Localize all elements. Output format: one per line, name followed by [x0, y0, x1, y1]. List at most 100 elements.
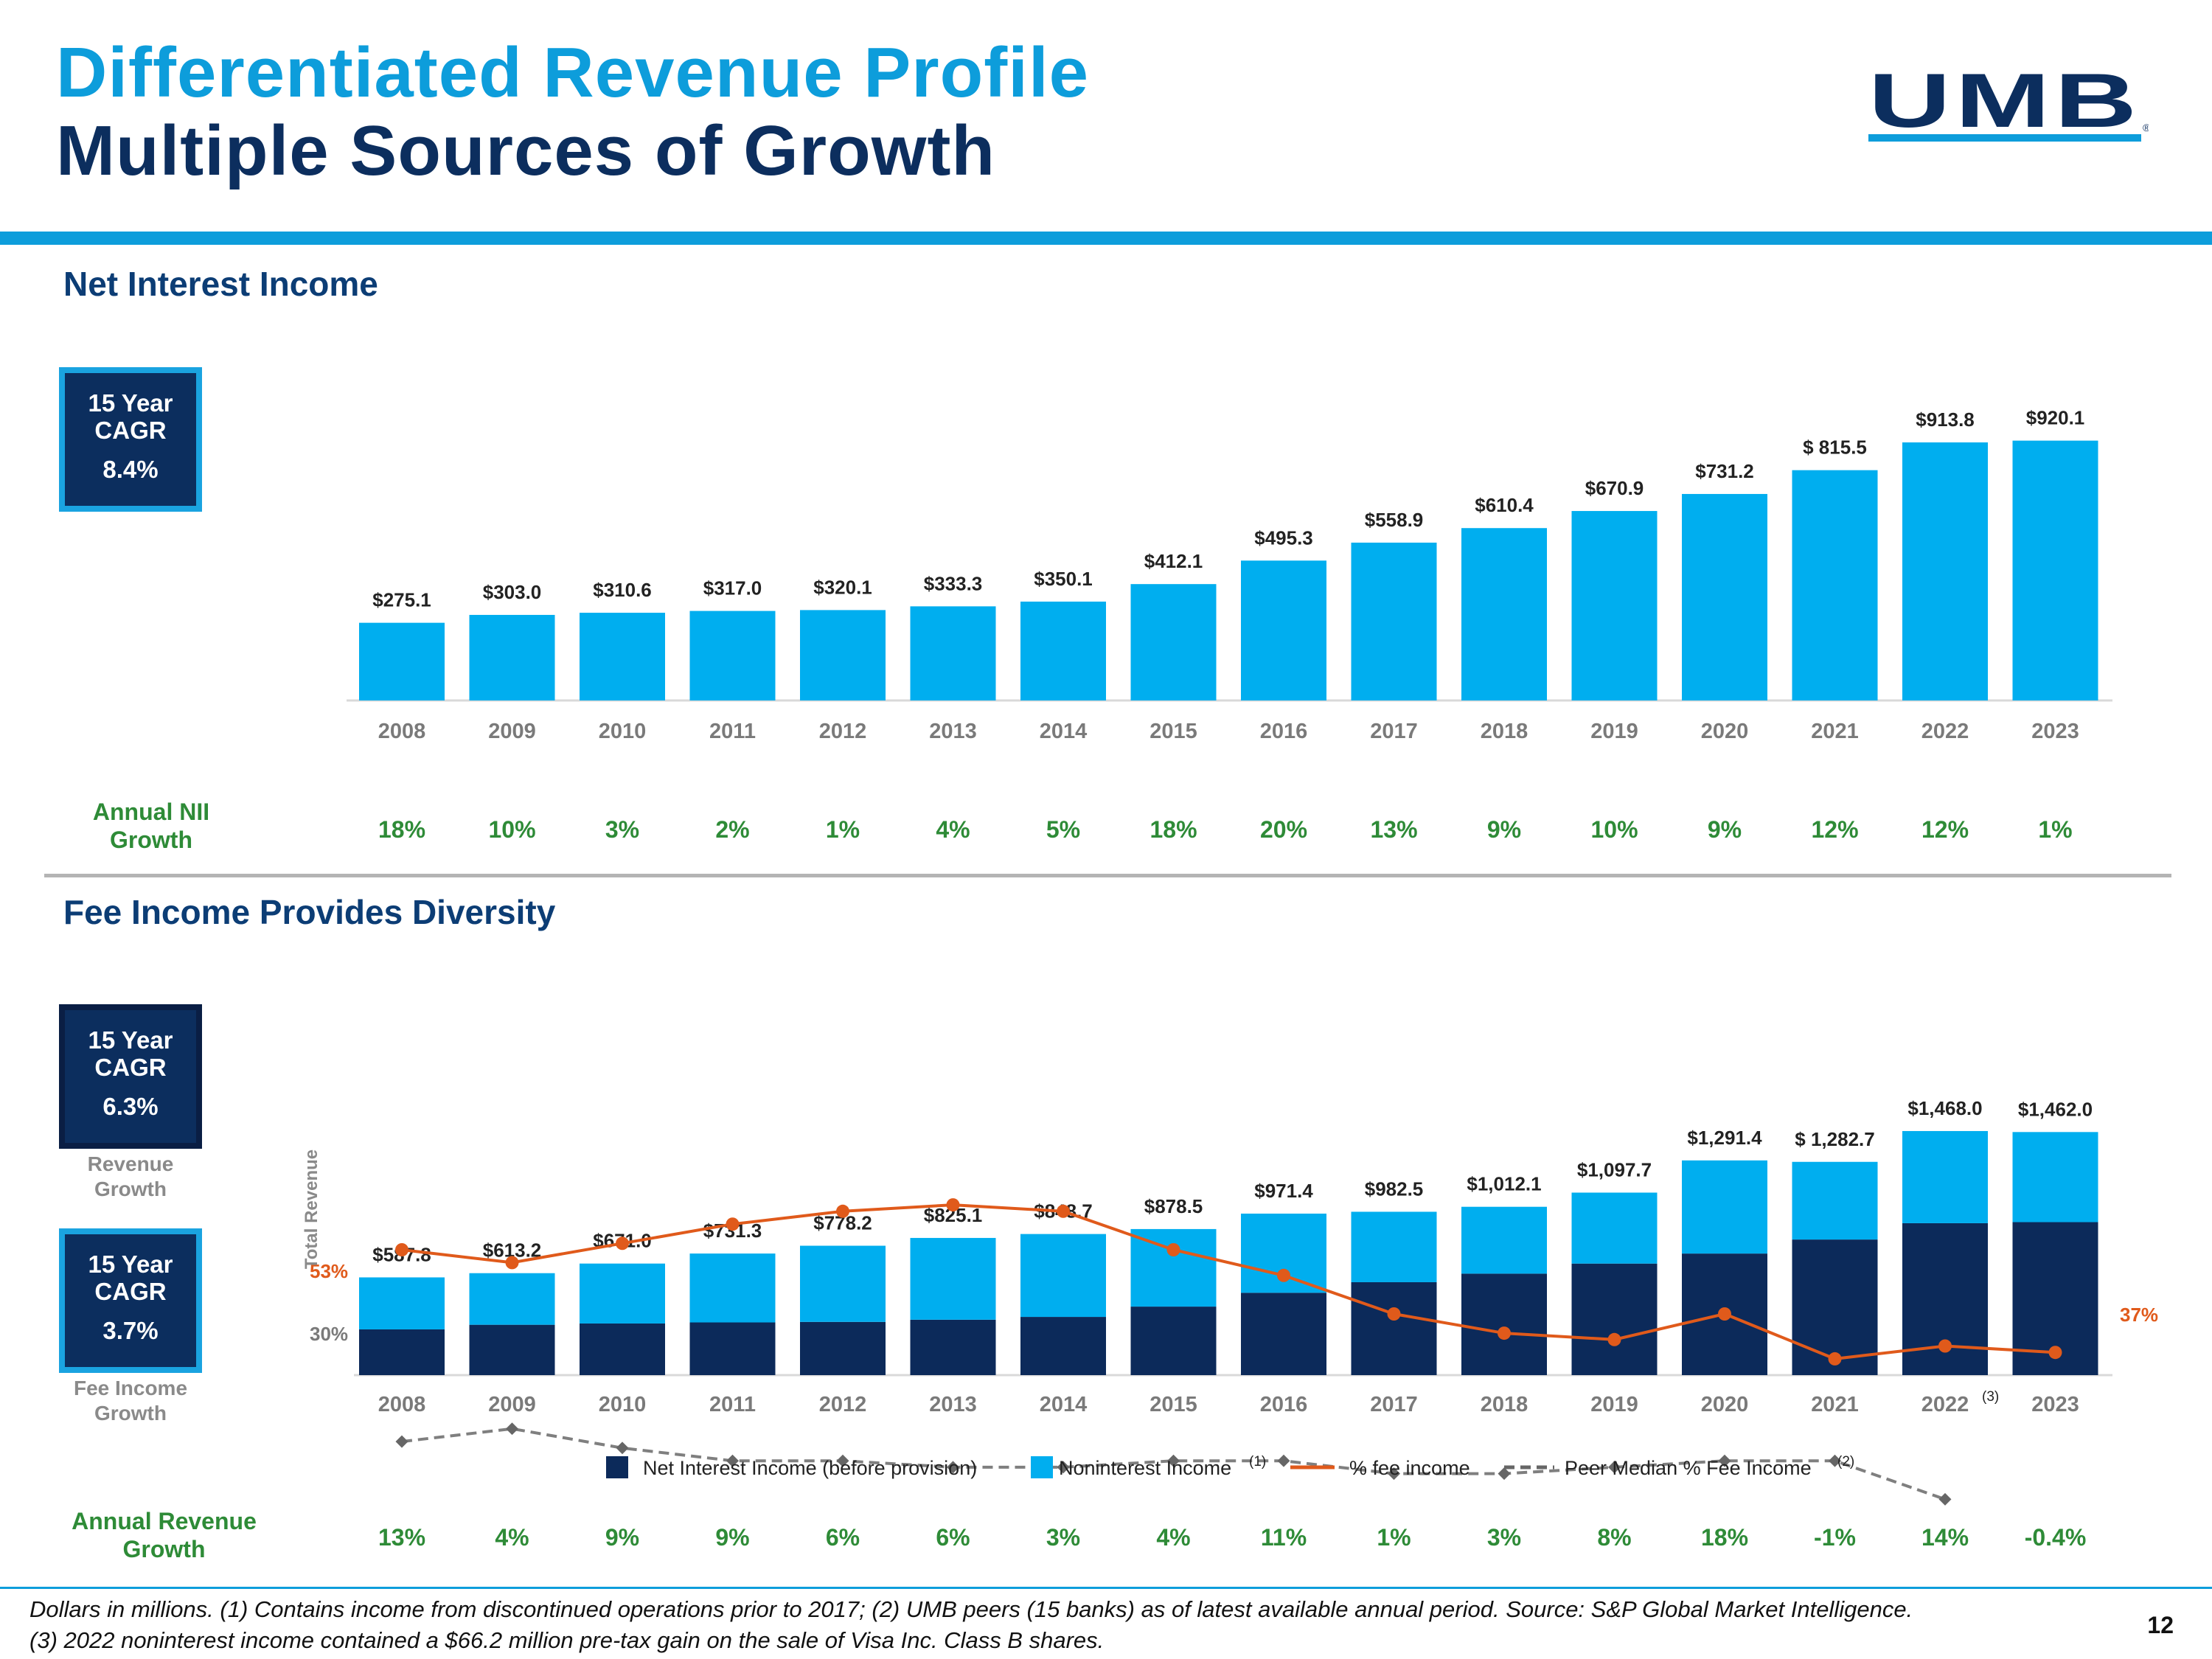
- nii-cagr-line2: CAGR: [94, 417, 167, 444]
- nii-growth-value: 9%: [1487, 816, 1521, 843]
- fee-growth-value: 4%: [1156, 1524, 1190, 1551]
- fee-year-label: 2008: [378, 1393, 426, 1416]
- nii-growth-value: 13%: [1370, 816, 1417, 843]
- nii-growth-value: 1%: [826, 816, 860, 843]
- nii-value-label: $317.0: [703, 577, 762, 599]
- nii-growth-value: 1%: [2038, 816, 2072, 843]
- nii-growth-value: 9%: [1708, 816, 1742, 843]
- fee-growth-value: 1%: [1377, 1524, 1411, 1551]
- fee-year-label: 2022: [1921, 1393, 1969, 1416]
- fee-nii-bar: [1571, 1263, 1658, 1375]
- fee-income-pct-point: [1718, 1307, 1731, 1321]
- nii-bar: [800, 610, 886, 700]
- fee-growth-value: 9%: [715, 1524, 749, 1551]
- nii-value-label: $920.1: [2026, 407, 2085, 429]
- nii-value-label: $913.8: [1916, 408, 1975, 431]
- fee-nii-bar: [910, 1319, 996, 1375]
- nii-bar: [1682, 493, 1767, 700]
- fee-growth-value: 11%: [1261, 1524, 1307, 1551]
- umb-logo: UMB ®: [1868, 68, 2149, 142]
- fee-noninterest-bar: [1351, 1211, 1437, 1282]
- nii-cagr-box: 15 Year CAGR 8.4%: [59, 367, 202, 512]
- fee-total-label: $1,012.1: [1467, 1173, 1541, 1195]
- nii-year-label: 2011: [709, 720, 756, 743]
- nii-growth-value: 2%: [715, 816, 749, 843]
- peer-median-pct-point: [1167, 1454, 1180, 1467]
- legend-noninterest-superscript: (1): [1249, 1454, 1266, 1470]
- fee-income-pct-point: [505, 1256, 519, 1270]
- fee-income-pct-point: [726, 1217, 740, 1231]
- fee-noninterest-bar: [2012, 1132, 2098, 1222]
- fee-noninterest-bar: [689, 1253, 776, 1323]
- nii-bar: [1792, 470, 1878, 700]
- logo-underline: [1868, 134, 2141, 142]
- nii-growth-value: 12%: [1811, 816, 1858, 843]
- fee-income-pct-point: [1498, 1326, 1511, 1340]
- nii-value-label: $350.1: [1034, 568, 1093, 590]
- nii-cagr-value: 8.4%: [102, 456, 159, 483]
- fee-growth-value: 8%: [1597, 1524, 1631, 1551]
- fee-nii-bar: [1241, 1293, 1326, 1375]
- nii-bar: [1902, 442, 1988, 700]
- fee-year-label: 2012: [819, 1393, 867, 1416]
- fee-total-label: $1,462.0: [2018, 1098, 2093, 1120]
- fee-noninterest-bar: [910, 1237, 996, 1320]
- fee-year-label: 2013: [929, 1393, 977, 1416]
- fee-income-pct-point: [395, 1243, 408, 1256]
- revenue-cagr-value: 6.3%: [102, 1093, 159, 1120]
- nii-value-label: $412.1: [1144, 550, 1203, 572]
- fee-growth-value: 18%: [1701, 1524, 1748, 1551]
- fee-growth-caption: Fee Income Growth: [44, 1376, 217, 1426]
- nii-year-label: 2019: [1590, 720, 1638, 743]
- fee-income-pct-point: [1387, 1307, 1401, 1321]
- fee-year-label: 2021: [1811, 1393, 1859, 1416]
- fee-nii-bar: [1351, 1281, 1437, 1375]
- revenue-growth-caption: Revenue Growth: [59, 1152, 202, 1202]
- fee-total-label: $ 1,282.7: [1795, 1128, 1874, 1150]
- nii-bar: [469, 614, 555, 700]
- fee-pct-start-label: 53%: [310, 1260, 348, 1282]
- fee-income-pct-point: [946, 1198, 960, 1212]
- fee-year-label: 2020: [1701, 1393, 1749, 1416]
- fee-year-label: 2015: [1150, 1393, 1197, 1416]
- nii-year-label: 2008: [378, 720, 426, 743]
- fee-year-label: 2018: [1481, 1393, 1528, 1416]
- fee-noninterest-bar: [1020, 1234, 1106, 1318]
- fee-noninterest-bar: [1902, 1130, 1988, 1223]
- peer-median-pct-point: [1388, 1467, 1400, 1481]
- nii-growth-value: 20%: [1260, 816, 1307, 843]
- nii-year-label: 2022: [1921, 720, 1969, 743]
- nii-bar: [359, 622, 445, 700]
- fee-chart-legend: Net Interest Income (before provision) No…: [606, 1454, 1854, 1479]
- nii-bar: [1241, 560, 1326, 700]
- fee-income-pct-point: [1607, 1332, 1621, 1346]
- peer-median-pct-point: [836, 1454, 849, 1467]
- fee-year-label: 2014: [1040, 1393, 1088, 1416]
- fee-nii-bar: [469, 1324, 555, 1375]
- revenue-growth-label-line1: Annual Revenue: [72, 1508, 257, 1534]
- nii-year-label: 2013: [929, 720, 977, 743]
- fee-total-label: $971.4: [1254, 1180, 1313, 1202]
- fee-growth-value: 9%: [605, 1524, 639, 1551]
- nii-year-label: 2018: [1481, 720, 1528, 743]
- fee-noninterest-bar: [1461, 1206, 1547, 1274]
- legend-nii-label: Net Interest Income (before provision): [643, 1457, 977, 1479]
- page-number: 12: [2147, 1612, 2174, 1638]
- logo-registered-mark: ®: [2143, 122, 2149, 133]
- nii-bar: [1571, 511, 1658, 700]
- legend-peer-label: Peer Median % Fee Income: [1565, 1457, 1812, 1479]
- fee-stacked-chart: $587.8200813%$613.220094%$671.020109%$73…: [310, 1097, 2158, 1551]
- nii-bar: [1130, 584, 1217, 700]
- nii-year-label: 2012: [819, 720, 867, 743]
- fee-growth-value: -1%: [1814, 1524, 1856, 1551]
- footer-rule: [0, 1587, 2212, 1589]
- fee-noninterest-bar: [580, 1263, 665, 1324]
- fee-income-pct-point: [1828, 1352, 1842, 1366]
- nii-bar: [580, 613, 665, 700]
- nii-year-label: 2021: [1811, 720, 1859, 743]
- fee-total-label: $1,291.4: [1687, 1127, 1762, 1149]
- footnote: Dollars in millions. (1) Contains income…: [29, 1594, 1913, 1656]
- fee-nii-bar: [1130, 1307, 1217, 1375]
- fee-growth-value: 6%: [936, 1524, 970, 1551]
- nii-year-label: 2017: [1370, 720, 1418, 743]
